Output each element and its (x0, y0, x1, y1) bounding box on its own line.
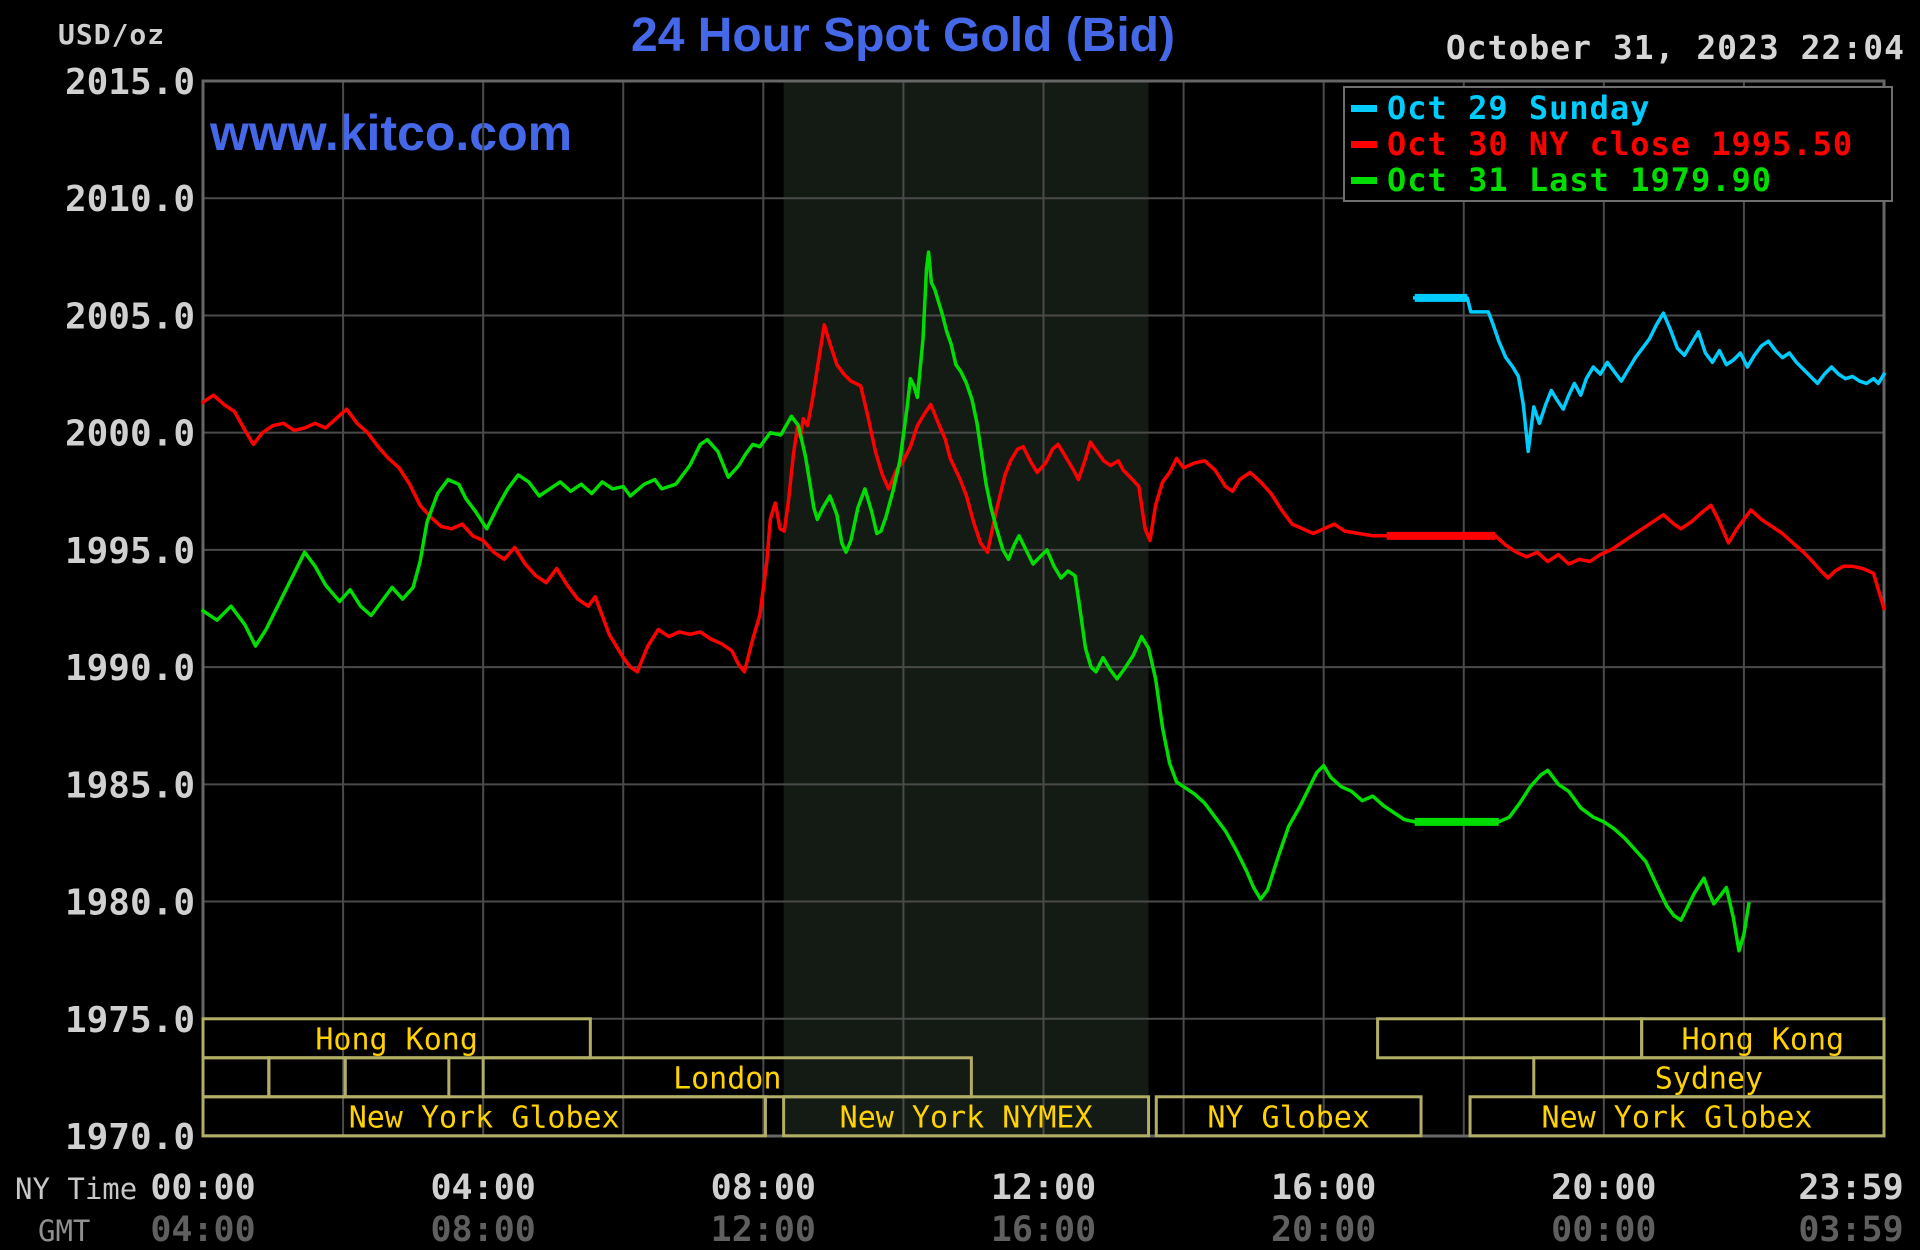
market-session-bars: Hong Kong Hong Kong London Sydney New York G… (201, 1017, 1886, 1138)
gridlines (202, 80, 1885, 1137)
y-tick-label: 1990.0 (65, 648, 195, 689)
session-box (1376, 1017, 1644, 1060)
session-label: Hong Kong (1682, 1022, 1845, 1057)
session-box (782, 1095, 1151, 1138)
x-tick-label: 04:00 (150, 1210, 255, 1250)
legend-item: Oct 30 NY close 1995.50 (1351, 125, 1891, 163)
x-tick-label: 08:00 (430, 1210, 535, 1250)
x-tick-label: 12:00 (711, 1210, 816, 1250)
x-tick-label: 08:00 (711, 1168, 816, 1208)
x-tick-label: 20:00 (1271, 1210, 1376, 1250)
y-tick-label: 1970.0 (65, 1117, 195, 1158)
legend-dash-icon (1351, 176, 1377, 184)
y-tick-label: 2010.0 (65, 179, 195, 220)
session-box (267, 1056, 347, 1099)
x-axis-row-header: NY Time (15, 1172, 137, 1206)
chart-legend: Oct 29 Sunday Oct 30 NY close 1995.50 Oct … (1343, 86, 1893, 202)
series-line-oct29 (1412, 296, 1887, 454)
x-tick-label: 20:00 (1551, 1168, 1656, 1208)
session-label: London (673, 1061, 781, 1096)
y-tick-label: 2005.0 (65, 296, 195, 337)
x-tick-label: 16:00 (991, 1210, 1096, 1250)
x-tick-label: 12:00 (991, 1168, 1096, 1208)
x-tick-label: 16:00 (1271, 1168, 1376, 1208)
session-box (201, 1095, 767, 1138)
y-tick-label: 2000.0 (65, 414, 195, 455)
legend-dash-icon (1351, 104, 1377, 112)
kitco-watermark-link[interactable]: www.kitco.com (210, 105, 573, 161)
session-label: NY Globex (1207, 1100, 1370, 1135)
session-box (343, 1056, 451, 1099)
session-box (1468, 1095, 1886, 1138)
session-box (201, 1056, 271, 1099)
x-tick-label: 00:00 (150, 1168, 255, 1208)
session-box (1154, 1095, 1423, 1138)
x-tick-label: 04:00 (430, 1168, 535, 1208)
legend-item: Oct 31 Last 1979.90 (1351, 161, 1891, 199)
x-axis-gmt: GMT 04:00 08:00 12:00 16:00 20:00 00:00 03:59 (38, 1210, 1904, 1250)
legend-label: Oct 29 Sunday (1387, 89, 1651, 127)
page-title: 24 Hour Spot Gold (Bid) (631, 9, 1175, 62)
y-tick-label: 1995.0 (65, 531, 195, 572)
legend-label: Oct 31 Last 1979.90 (1387, 161, 1773, 199)
legend-item: Oct 29 Sunday (1351, 89, 1891, 127)
series-line-oct30 (200, 323, 1887, 674)
x-tick-label: 00:00 (1551, 1210, 1656, 1250)
y-tick-label: 1985.0 (65, 765, 195, 806)
nymex-session-shading (783, 81, 1149, 1136)
session-label: New York NYMEX (840, 1100, 1093, 1135)
chart-datetime: October 31, 2023 22:04 (1445, 28, 1905, 67)
x-tick-label: 03:59 (1798, 1210, 1903, 1250)
session-label: New York Globex (349, 1100, 620, 1135)
y-tick-label: 1975.0 (65, 1000, 195, 1041)
session-label: New York Globex (1542, 1100, 1813, 1135)
session-label: Hong Kong (315, 1022, 478, 1057)
y-tick-label: 1980.0 (65, 883, 195, 924)
legend-dash-icon (1351, 140, 1377, 148)
x-tick-label: 23:59 (1798, 1168, 1903, 1208)
y-tick-label: 2015.0 (65, 62, 195, 103)
x-axis-row-header: GMT (38, 1214, 90, 1248)
legend-label: Oct 30 NY close 1995.50 (1387, 125, 1854, 163)
y-axis-tick-labels: 2015.0 2010.0 2005.0 2000.0 1995.0 1990.0 1985… (65, 62, 195, 1158)
y-axis-unit-label: USD/oz (58, 18, 166, 51)
x-axis-ny-time: NY Time 00:00 04:00 08:00 12:00 16:00 20:00 23:… (15, 1168, 1904, 1208)
session-label: Sydney (1655, 1061, 1763, 1096)
